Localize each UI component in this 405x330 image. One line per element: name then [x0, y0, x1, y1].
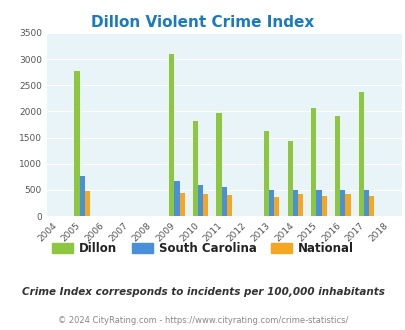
Bar — [226, 195, 232, 216]
Bar — [287, 141, 292, 216]
Legend: Dillon, South Carolina, National: Dillon, South Carolina, National — [47, 237, 358, 260]
Bar — [334, 116, 339, 216]
Bar — [363, 190, 368, 216]
Bar — [179, 193, 184, 216]
Bar — [321, 196, 326, 216]
Text: Crime Index corresponds to incidents per 100,000 inhabitants: Crime Index corresponds to incidents per… — [21, 287, 384, 297]
Bar — [85, 190, 90, 216]
Bar — [221, 186, 226, 216]
Bar — [169, 54, 174, 216]
Bar — [192, 121, 198, 216]
Bar — [263, 131, 269, 216]
Bar — [358, 92, 363, 216]
Bar — [297, 194, 303, 216]
Bar — [368, 196, 373, 216]
Text: Dillon Violent Crime Index: Dillon Violent Crime Index — [91, 15, 314, 30]
Bar — [203, 194, 208, 216]
Bar — [274, 197, 279, 216]
Bar — [74, 71, 79, 216]
Bar — [315, 190, 321, 216]
Bar — [198, 185, 203, 216]
Bar — [292, 190, 297, 216]
Bar — [339, 190, 345, 216]
Bar — [345, 194, 350, 216]
Text: © 2024 CityRating.com - https://www.cityrating.com/crime-statistics/: © 2024 CityRating.com - https://www.city… — [58, 315, 347, 325]
Bar — [216, 113, 221, 216]
Bar — [311, 108, 315, 216]
Bar — [79, 176, 85, 216]
Bar — [269, 190, 274, 216]
Bar — [174, 181, 179, 216]
